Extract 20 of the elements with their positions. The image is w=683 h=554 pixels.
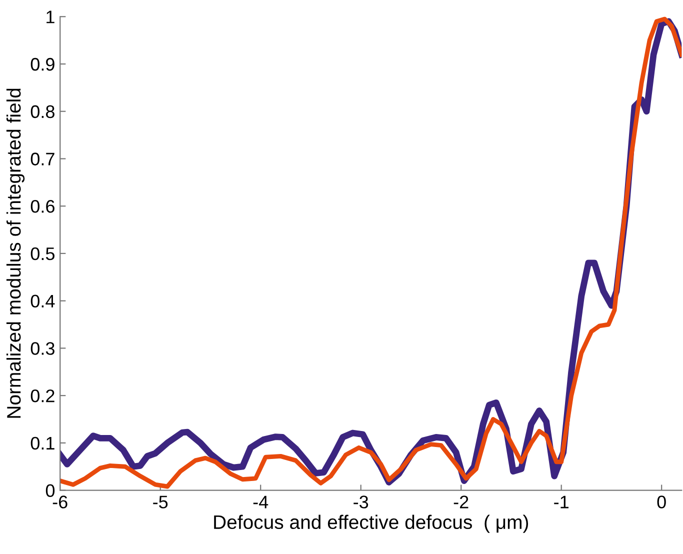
- x-tick-label: -1: [554, 496, 568, 508]
- x-tick-label: 0: [657, 496, 666, 508]
- y-tick-label: 0.3: [30, 342, 54, 355]
- x-tick-label: -4: [253, 496, 268, 508]
- x-tick-label: -6: [52, 496, 68, 508]
- y-tick-label: 0.1: [30, 436, 54, 450]
- y-tick-label: 0.7: [30, 152, 54, 166]
- y-tick-label: 0.9: [30, 58, 54, 71]
- y-tick-label: 1: [46, 10, 54, 24]
- x-tick-label: -3: [354, 496, 368, 508]
- y-tick-label: 0.4: [30, 294, 55, 308]
- x-tick-label: -2: [454, 496, 468, 508]
- y-tick-label: 0.6: [30, 200, 54, 213]
- y-axis-title: Normalized modulus of integrated field: [6, 88, 25, 418]
- y-tick-label: 0: [46, 484, 55, 498]
- y-tick-label: 0.5: [30, 247, 54, 260]
- y-tick-label: 0.8: [30, 105, 54, 118]
- x-tick-label: -5: [153, 496, 168, 508]
- y-tick-label: 0.2: [30, 389, 54, 402]
- x-axis-title: Defocus and effective defocus ( μm): [214, 514, 528, 533]
